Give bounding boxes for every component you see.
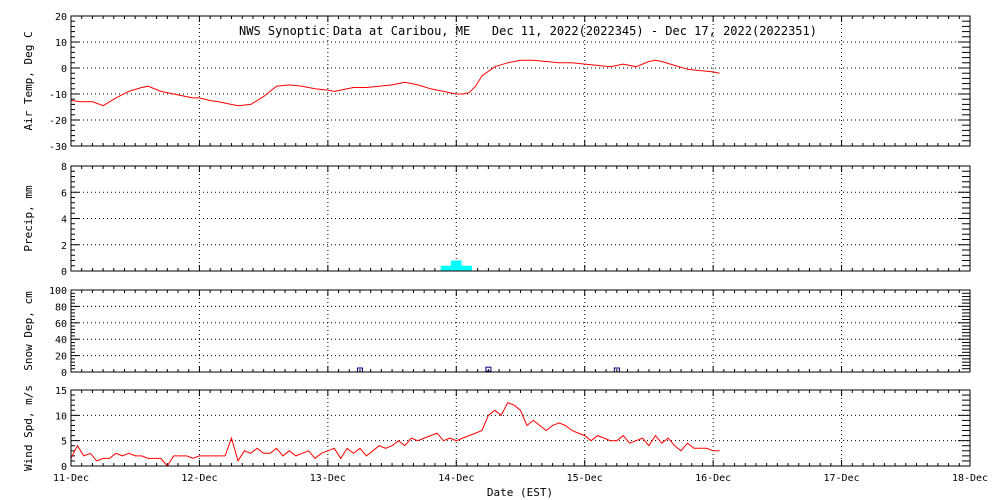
y-tick-label: -20 [49, 116, 67, 127]
panels: -30 -20 -10 0 10 20 Air Temp, Deg C 0 2 4 6 8 Precip… [22, 12, 971, 473]
y-tick-label: 4 [61, 215, 67, 226]
precip-bar [440, 265, 452, 271]
y-axis-label: Precip, mm [22, 185, 35, 252]
x-tick-label: 15-Dec [567, 473, 603, 484]
x-tick-labels: 11-Dec 12-Dec 13-Dec 14-Dec 15-Dec 16-Dec 17-D… [53, 473, 988, 484]
x-tick-label: 11-Dec [53, 473, 89, 484]
y-tick-label: 80 [55, 302, 67, 313]
x-tick-label: 13-Dec [310, 473, 346, 484]
y-tick-label: 100 [49, 286, 67, 297]
y-tick-label: 10 [55, 411, 67, 422]
x-axis-label: Date (EST) [487, 486, 553, 499]
y-tick-label: -10 [49, 90, 67, 101]
y-tick-label: 10 [55, 38, 67, 49]
y-tick-label: 60 [55, 319, 67, 330]
y-tick-label: 6 [61, 188, 67, 199]
y-tick-label: 0 [61, 368, 67, 379]
wind-speed-panel: 0 5 10 15 Wind Spd, m/s [22, 385, 971, 473]
y-tick-label: 5 [61, 437, 67, 448]
y-tick-label: 2 [61, 241, 67, 252]
series-line [70, 402, 720, 467]
precip-bar [461, 265, 472, 271]
y-tick-label: 20 [55, 352, 67, 363]
panel-frame [70, 389, 971, 467]
x-tick-label: 17-Dec [824, 473, 860, 484]
y-axis-label: Air Temp, Deg C [22, 31, 35, 130]
snow-depth-panel: 0 20 40 60 80 100 Snow Dep, cm [22, 286, 971, 379]
y-tick-label: 20 [55, 12, 67, 23]
panel-frame [70, 289, 971, 373]
y-tick-label: 8 [61, 162, 67, 173]
chart-title: NWS Synoptic Data at Caribou, ME Dec 11,… [239, 24, 817, 38]
y-tick-label: 40 [55, 335, 67, 346]
series-line [70, 59, 720, 107]
panel-frame [70, 15, 971, 147]
y-axis-label: Wind Spd, m/s [22, 385, 35, 471]
snow-point [485, 366, 492, 372]
panel-frame [70, 165, 971, 272]
y-tick-label: 0 [61, 64, 67, 75]
y-tick-label: -30 [49, 142, 67, 153]
x-tick-label: 14-Dec [438, 473, 474, 484]
y-tick-label: 0 [61, 462, 67, 473]
precip-bar [450, 260, 462, 271]
x-tick-label: 16-Dec [695, 473, 731, 484]
x-tick-label: 18-Dec [952, 473, 988, 484]
y-tick-label: 0 [61, 267, 67, 278]
air-temp-panel: -30 -20 -10 0 10 20 Air Temp, Deg C [22, 12, 971, 153]
y-axis-label: Snow Dep, cm [22, 291, 35, 371]
x-tick-label: 12-Dec [181, 473, 217, 484]
y-tick-label: 15 [55, 386, 67, 397]
precip-panel: 0 2 4 6 8 Precip, mm [22, 162, 971, 278]
